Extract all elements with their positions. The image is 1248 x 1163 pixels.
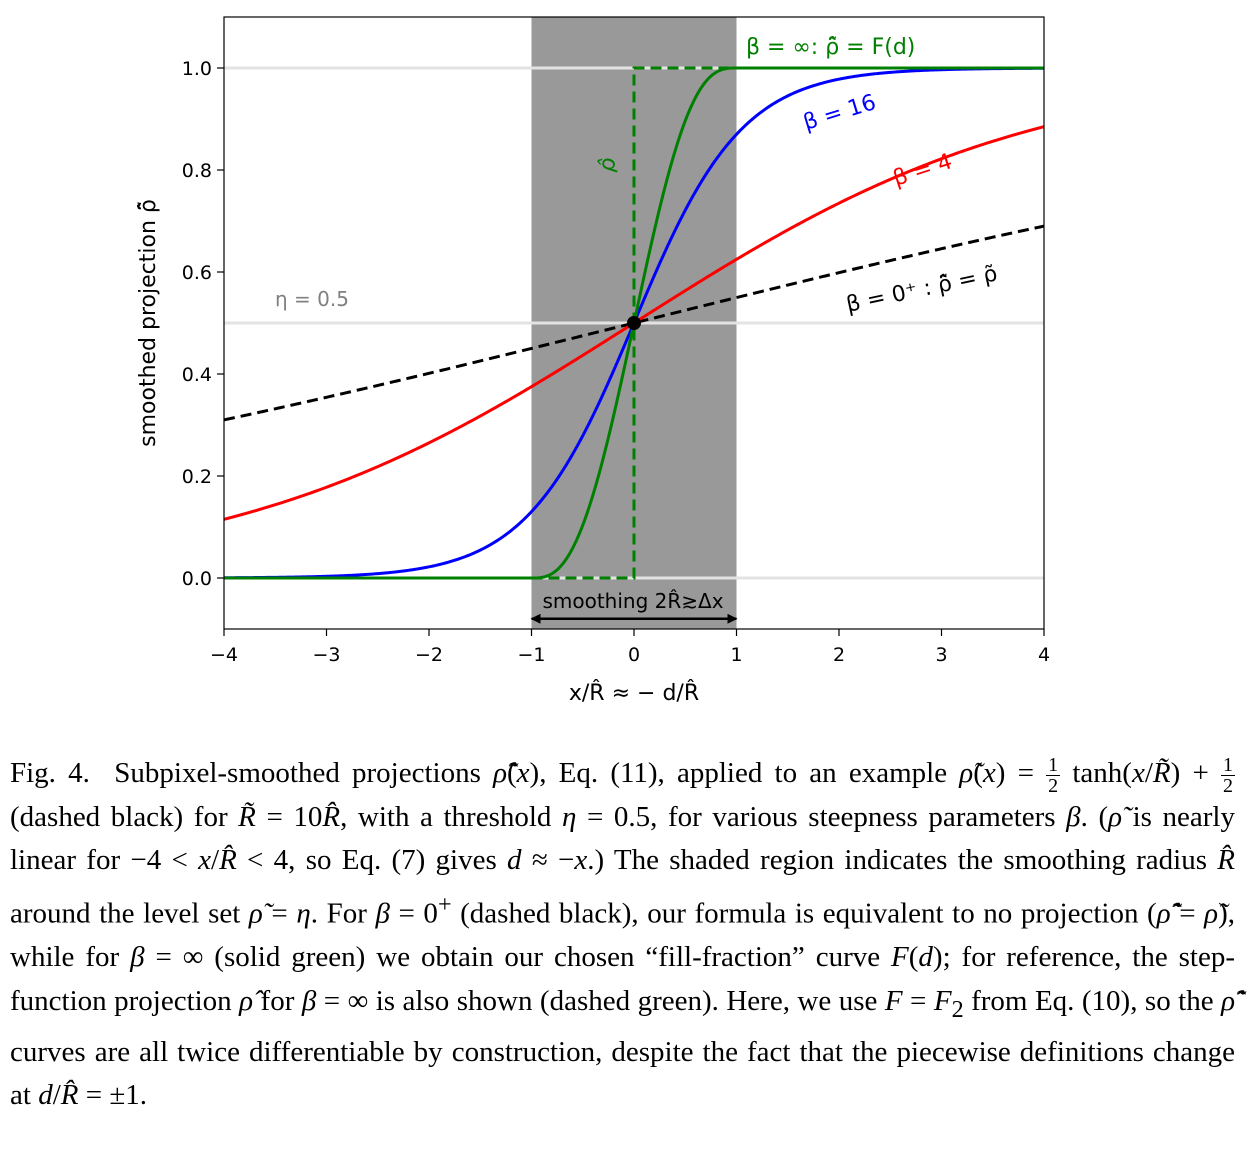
x-tick-label-4: 0 — [628, 644, 640, 666]
x-tick-label-1: −3 — [312, 644, 340, 666]
level-set-point — [627, 316, 641, 330]
x-axis-label: x/R̂ ≈ − d/R̂ — [569, 680, 699, 706]
caption-text: (dashed black) for — [10, 800, 239, 833]
caption-text: for — [253, 984, 302, 1017]
y-axis-label: smoothed projection ρ̂̃ — [136, 199, 161, 447]
x-tick-label-0: −4 — [210, 644, 238, 666]
caption-text: . For — [310, 897, 376, 930]
figure-caption: Fig. 4. Subpixel-smoothed projections ρ̂… — [10, 753, 1236, 1112]
caption-text: , so Eq. (7) gives — [288, 844, 508, 877]
axis-ticks: −4 −3 −2 −1 0 1 2 3 4 0.0 0.2 0.4 0.6 0.8 1.0 — [182, 58, 1050, 666]
chart: −4 −3 −2 −1 0 1 2 3 4 0.0 0.2 0.4 0.6 0.8 1.0 x/R̂ ≈ −… — [136, 16, 1050, 706]
caption-text: , for various steepness parameters — [650, 800, 1067, 833]
caption-text: (solid green) we obtain our chosen “fill… — [203, 941, 892, 973]
caption-text: is nearly linear for — [10, 800, 1235, 877]
y-tick-label-0: 0.0 — [182, 568, 212, 590]
x-tick-label-2: −2 — [415, 644, 443, 666]
y-tick-label-3: 0.6 — [182, 262, 212, 284]
annotation-beta-zero: β = 0⁺ : ρ̂̃ = ρ̃ — [844, 261, 1000, 317]
caption-text: ; for reference, the step-function proje… — [10, 941, 1235, 1017]
y-tick-label-4: 0.8 — [182, 160, 212, 182]
caption-text: around the level set — [10, 897, 249, 930]
caption-text: . ( — [1080, 800, 1109, 833]
caption-text: ), while for — [10, 897, 1235, 974]
caption-text: , with a threshold — [340, 800, 562, 833]
series-line-0 — [224, 224, 1044, 422]
caption-text: from Eq. (10), so the — [963, 984, 1222, 1017]
caption-label: Fig. 4. — [10, 757, 90, 789]
caption-text: , Eq. (11), applied to an example — [539, 757, 960, 789]
y-tick-label-1: 0.2 — [182, 466, 212, 488]
caption-text: is also shown (dashed green). Here, we u… — [368, 984, 885, 1017]
annotation-beta-16: β = 16 — [800, 90, 879, 136]
caption-text: .) The shaded region indicates the smoot… — [587, 844, 1218, 877]
caption-text: Subpixel-smoothed projections — [114, 757, 494, 789]
annotation-smoothing: smoothing 2R̂≳Δx — [542, 589, 723, 613]
caption-text: . — [139, 1079, 147, 1112]
x-tick-label-3: −1 — [517, 644, 545, 666]
annotation-eta: η = 0.5 — [275, 287, 349, 311]
figure: −4 −3 −2 −1 0 1 2 3 4 0.0 0.2 0.4 0.6 0.8 1.0 x/R̂ ≈ −… — [136, 16, 1050, 706]
y-tick-label-5: 1.0 — [182, 58, 212, 80]
x-tick-label-6: 2 — [833, 644, 845, 666]
annotation-beta-infinity: β = ∞: ρ̂̃ = F(d) — [746, 35, 915, 60]
y-tick-label-2: 0.4 — [182, 364, 212, 386]
x-tick-label-8: 4 — [1038, 644, 1050, 666]
x-tick-label-5: 1 — [730, 644, 742, 666]
caption-text: curves are all twice differentiable by c… — [10, 1035, 1235, 1112]
x-tick-label-7: 3 — [935, 644, 947, 666]
caption-text: (dashed black), our formula is equivalen… — [451, 897, 1157, 930]
annotation-beta-4: β = 4 — [890, 149, 955, 191]
